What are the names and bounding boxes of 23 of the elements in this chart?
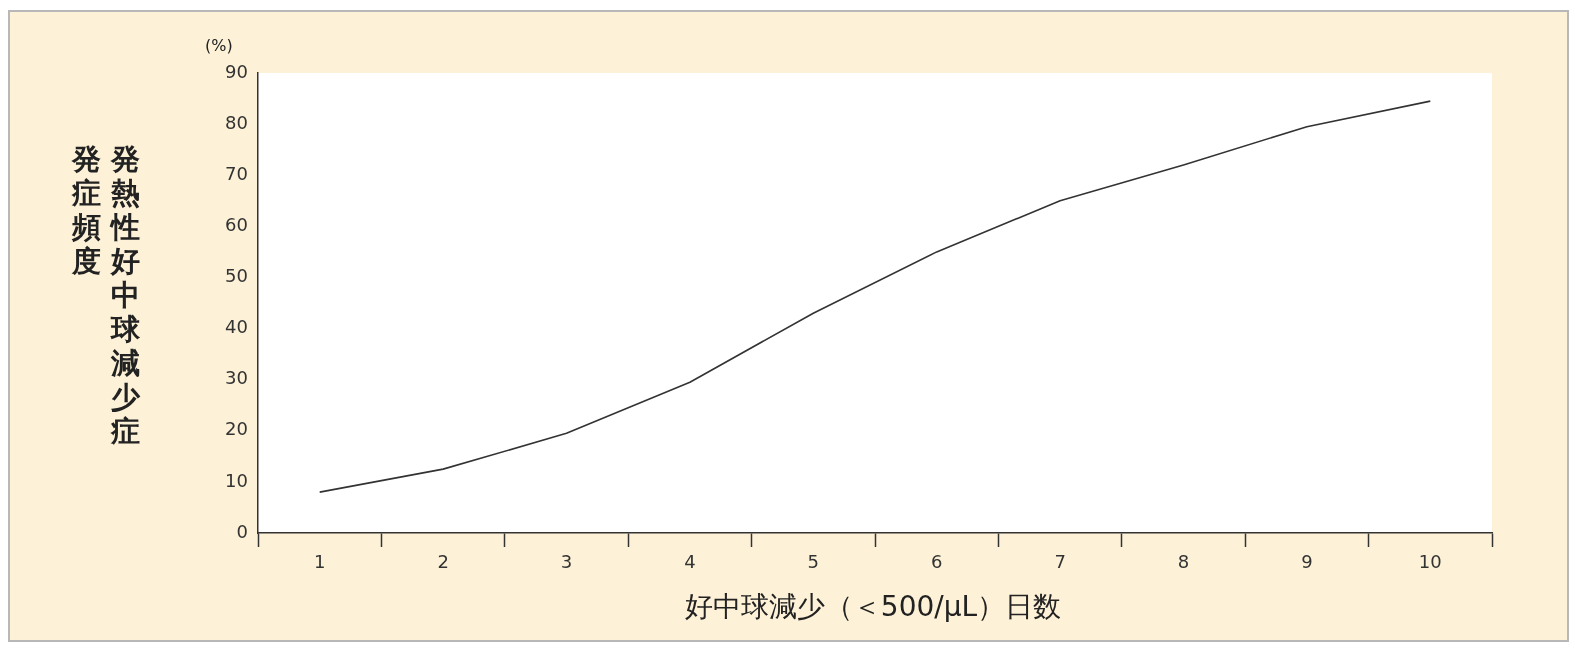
text: (%) [205,36,233,55]
y-tick-label: 40 [225,316,248,338]
x-tick-label: 1 [313,551,326,573]
x-axis-title: 好中球減少（＜500/μL）日数 [683,589,1063,625]
x-tick-label: 7 [1054,551,1066,573]
x-tick-label: 10 [1418,551,1442,573]
y-tick-label: 90 [225,60,248,82]
x-tick-label: 6 [930,551,943,573]
x-tick-label: 3 [560,551,573,573]
y-tick-label: 20 [225,418,248,440]
x-tick-label: 8 [1177,551,1190,573]
x-tick-label: 2 [437,551,449,573]
x-tick-label: 5 [807,551,820,573]
y-tick-label: 50 [225,265,248,287]
y-tick-label: 0 [236,520,248,542]
y-tick-label: 60 [225,214,248,236]
text: 発熱性好中球減少症発症頻度 [72,142,140,448]
x-tick-label: 4 [684,551,696,573]
x-tick-label: 9 [1301,551,1313,573]
y-tick-label: 80 [225,111,248,133]
y-tick-label: 10 [225,469,248,491]
y-tick-label: 70 [225,162,248,184]
y-tick-label: 30 [225,367,248,389]
